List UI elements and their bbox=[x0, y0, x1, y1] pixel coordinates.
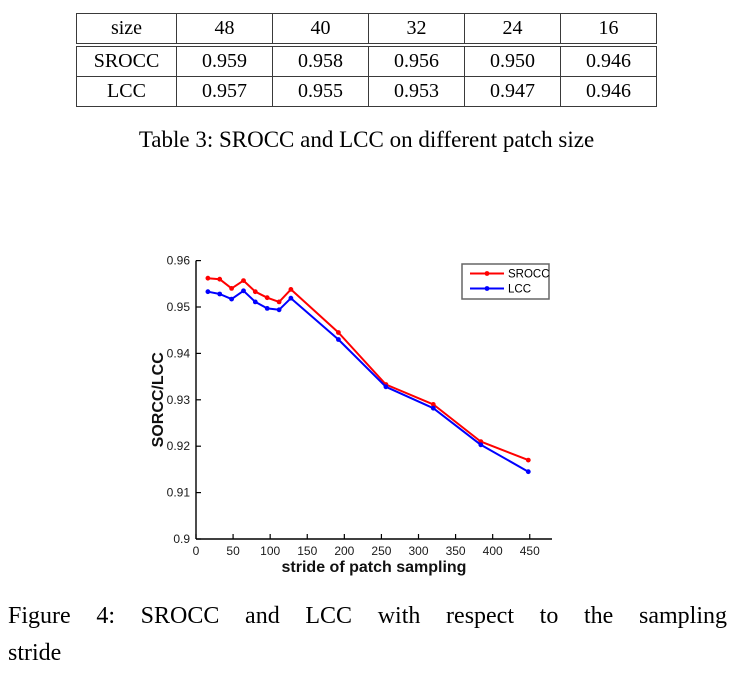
table-caption: Table 3: SROCC and LCC on different patc… bbox=[138, 127, 595, 152]
table-cell: 0.947 bbox=[464, 76, 561, 107]
data-point-srocc bbox=[336, 330, 341, 335]
x-tick-label: 400 bbox=[483, 544, 503, 558]
data-point-lcc bbox=[252, 299, 258, 305]
table-cell: 0.958 bbox=[272, 44, 369, 77]
table-cell: 0.953 bbox=[368, 76, 465, 107]
table-cell: 0.950 bbox=[464, 44, 561, 77]
srocc-lcc-stride-chart: 0 50 100 150 200 250 300 350 400 450 0.9 0.91 0.92 0.… bbox=[143, 222, 613, 582]
data-point-lcc bbox=[276, 307, 282, 313]
table-header-cell: 32 bbox=[368, 13, 465, 47]
y-axis-label: SORCC/LCC bbox=[150, 352, 167, 448]
data-point-lcc bbox=[217, 291, 223, 297]
data-point-srocc bbox=[430, 402, 436, 407]
patch-size-results-table: size 48 40 32 24 16 SROCC 0.959 0.958 0.… bbox=[76, 13, 657, 107]
data-point-srocc bbox=[288, 287, 294, 292]
legend-label-lcc: LCC bbox=[508, 284, 531, 296]
x-tick-label: 150 bbox=[297, 544, 317, 558]
legend-label-srocc: SROCC bbox=[508, 269, 550, 281]
data-point-srocc bbox=[205, 275, 211, 281]
row-label-cell: LCC bbox=[76, 76, 177, 107]
data-point-lcc bbox=[241, 288, 246, 294]
legend-marker bbox=[484, 271, 490, 276]
figure-caption: Figure 4: SROCC and LCC with respect to … bbox=[8, 598, 727, 672]
data-point-srocc bbox=[217, 276, 223, 282]
table-cell: 0.957 bbox=[176, 76, 273, 107]
legend-marker bbox=[484, 286, 490, 291]
y-tick-label: 0.93 bbox=[167, 393, 191, 407]
y-tick-label: 0.94 bbox=[167, 346, 191, 360]
x-axis-label: stride of patch sampling bbox=[282, 559, 467, 576]
y-tick-label: 0.9 bbox=[173, 532, 190, 546]
data-point-srocc bbox=[264, 295, 270, 301]
data-point-lcc bbox=[205, 289, 211, 295]
x-tick-label: 200 bbox=[334, 544, 354, 558]
legend-box bbox=[461, 263, 550, 300]
table-cell: 0.946 bbox=[560, 76, 657, 107]
x-tick-label: 50 bbox=[226, 544, 240, 558]
table-header-cell: 40 bbox=[272, 13, 369, 47]
data-point-srocc bbox=[241, 278, 246, 283]
figure-caption-line1: Figure 4: SROCC and LCC with respect to … bbox=[8, 603, 727, 629]
data-point-srocc bbox=[229, 286, 234, 291]
row-label-cell: SROCC bbox=[76, 44, 177, 77]
table-row-lcc: LCC 0.957 0.955 0.953 0.947 0.946 bbox=[76, 76, 657, 107]
table-cell: 0.946 bbox=[560, 44, 657, 77]
data-point-lcc bbox=[336, 337, 341, 342]
data-point-lcc bbox=[383, 384, 389, 390]
data-point-lcc bbox=[525, 469, 531, 475]
table-row-srocc: SROCC 0.959 0.958 0.956 0.950 0.946 bbox=[76, 44, 657, 77]
x-tick-label: 300 bbox=[408, 544, 428, 558]
x-tick-label: 450 bbox=[520, 544, 540, 558]
y-tick-label: 0.96 bbox=[167, 254, 191, 268]
data-point-srocc bbox=[525, 457, 531, 463]
y-tick-label: 0.92 bbox=[167, 439, 191, 453]
data-point-lcc bbox=[430, 405, 436, 411]
y-tick-label: 0.95 bbox=[167, 300, 191, 314]
data-point-lcc bbox=[264, 306, 270, 311]
data-point-lcc bbox=[288, 295, 294, 301]
figure-caption-line2: stride bbox=[8, 640, 62, 666]
table-cell: 0.956 bbox=[368, 44, 465, 77]
table-header-cell: 16 bbox=[560, 13, 657, 47]
table-header-cell: 48 bbox=[176, 13, 273, 47]
data-point-lcc bbox=[478, 442, 484, 448]
x-tick-label: 0 bbox=[193, 544, 200, 558]
x-tick-label: 250 bbox=[371, 544, 391, 558]
table-header-cell: 24 bbox=[464, 13, 561, 47]
data-point-srocc bbox=[276, 299, 282, 305]
data-point-srocc bbox=[252, 289, 258, 295]
line-chart-canvas: 0 50 100 150 200 250 300 350 400 450 0.9 0.91 0.92 0.… bbox=[150, 254, 552, 576]
data-point-lcc bbox=[229, 296, 234, 302]
table-header-row: size 48 40 32 24 16 bbox=[76, 13, 657, 47]
table-header-cell: size bbox=[76, 13, 177, 47]
y-tick-label: 0.91 bbox=[167, 486, 191, 500]
x-tick-label: 100 bbox=[260, 544, 280, 558]
table-cell: 0.955 bbox=[272, 76, 369, 107]
x-tick-label: 350 bbox=[446, 544, 466, 558]
table-cell: 0.959 bbox=[176, 44, 273, 77]
